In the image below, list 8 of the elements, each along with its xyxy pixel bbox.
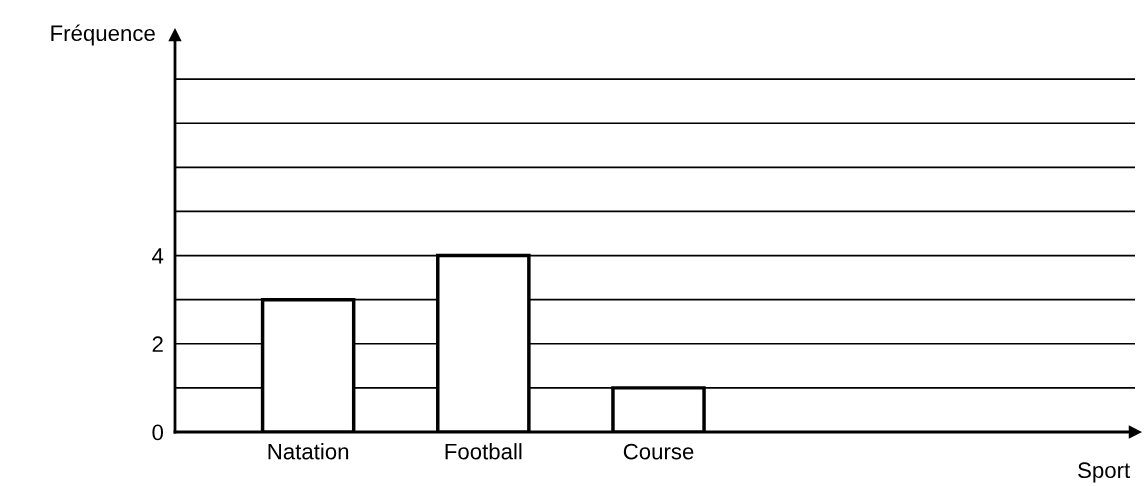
x-tick-label: Course	[623, 443, 694, 460]
y-axis-title: Fréquence	[51, 24, 155, 46]
x-tick-label: Natation	[268, 443, 349, 460]
y-tick-label: 2	[152, 336, 163, 352]
x-tick-label: Football	[445, 443, 522, 460]
y-tick-label: 0	[152, 424, 164, 441]
text: Sport	[1078, 462, 1131, 483]
y-tick-label: 4	[152, 248, 164, 264]
